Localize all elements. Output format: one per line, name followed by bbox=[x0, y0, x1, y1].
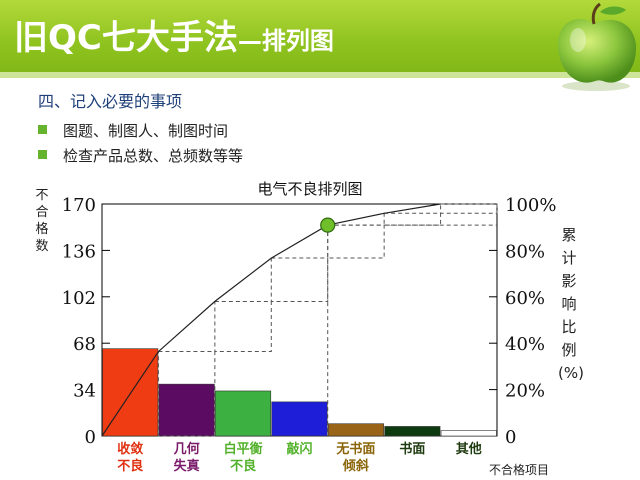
bullet-square-icon bbox=[38, 125, 47, 134]
category-label-line: 不良 bbox=[117, 458, 143, 474]
category-label-line: 倾斜 bbox=[342, 458, 369, 474]
right-tick-label: 0 bbox=[505, 427, 516, 448]
header-stripe bbox=[0, 72, 640, 78]
category-label-line: 无书面 bbox=[335, 441, 375, 457]
right-axis-label-char: 计 bbox=[561, 249, 576, 267]
category-label-line: 白平衡 bbox=[224, 441, 263, 457]
pareto-80-marker bbox=[320, 217, 336, 233]
left-axis-label-char: 不 bbox=[35, 188, 48, 203]
cumulative-steps bbox=[157, 203, 498, 437]
bullet-item: 图题、制图人、制图时间 bbox=[38, 120, 228, 141]
left-tick-label: 68 bbox=[73, 334, 96, 355]
right-tick-label: 80% bbox=[505, 241, 545, 262]
bullet-item: 检查产品总数、总频数等等 bbox=[38, 145, 243, 166]
left-axis-label-char: 格 bbox=[35, 221, 48, 237]
cumulative-step-box bbox=[270, 257, 329, 302]
section-heading: 四、记入必要的事项 bbox=[38, 92, 183, 111]
cumulative-line-group bbox=[101, 203, 497, 437]
chart-title: 电气不良排列图 bbox=[257, 180, 362, 198]
category-label: 书面 bbox=[399, 441, 425, 457]
bar bbox=[440, 430, 497, 437]
left-tick-label: 34 bbox=[73, 381, 96, 402]
left-tick-label: 0 bbox=[85, 427, 96, 448]
bar bbox=[384, 426, 441, 437]
header-banner: 旧QC七大手法—排列图 bbox=[0, 0, 640, 78]
category-label-line: 其他 bbox=[456, 441, 482, 457]
right-tick-labels: 100% 80% 60% 40% 20% 0 bbox=[505, 195, 556, 448]
right-axis-label-char: 影 bbox=[561, 272, 576, 290]
cumulative-step-box bbox=[157, 351, 216, 437]
category-label: 白平衡不良 bbox=[224, 441, 263, 474]
axis-ticks bbox=[102, 249, 497, 391]
bullet-square-icon bbox=[38, 150, 47, 159]
left-tick-label: 170 bbox=[62, 195, 96, 216]
category-label-line: 收敛 bbox=[117, 441, 143, 457]
right-tick-label: 40% bbox=[505, 334, 545, 355]
category-label: 敲闪 bbox=[286, 441, 312, 457]
bar bbox=[158, 383, 215, 437]
right-axis-label-char: 累 bbox=[561, 226, 576, 244]
right-tick-label: 60% bbox=[505, 288, 545, 309]
bar bbox=[327, 423, 384, 437]
bullet-text: 检查产品总数、总频数等等 bbox=[63, 147, 244, 165]
right-axis-label-char: 比 bbox=[561, 318, 576, 336]
left-tick-labels: 170 136 102 68 34 0 bbox=[62, 195, 96, 448]
right-tick-label: 20% bbox=[505, 381, 545, 402]
right-axis-label-char: 例 bbox=[561, 341, 576, 359]
cumulative-step-box bbox=[327, 224, 385, 259]
cumulative-step-box bbox=[383, 212, 442, 226]
cumulative-line bbox=[101, 203, 441, 437]
cumulative-step-box bbox=[440, 203, 498, 214]
x-axis-label: 不合格项目 bbox=[489, 462, 549, 477]
category-label: 收敛不良 bbox=[117, 441, 143, 474]
category-label: 几何失真 bbox=[174, 441, 200, 474]
category-label-line: 失真 bbox=[174, 458, 200, 474]
left-axis-label-char: 数 bbox=[35, 239, 48, 254]
page-title-sub: —排列图 bbox=[237, 27, 334, 55]
page-title-main: 旧QC七大手法 bbox=[14, 18, 238, 58]
bullet-text: 图题、制图人、制图时间 bbox=[63, 122, 229, 140]
left-axis-label-char: 合 bbox=[35, 205, 48, 220]
green-apple-icon bbox=[557, 2, 636, 91]
category-label: 其他 bbox=[456, 441, 482, 457]
left-tick-label: 136 bbox=[62, 241, 96, 262]
page-title: 旧QC七大手法—排列图 bbox=[14, 10, 334, 59]
cumulative-step-box bbox=[214, 300, 272, 353]
bar bbox=[215, 390, 272, 437]
right-tick-label: 100% bbox=[505, 195, 556, 216]
bars-group bbox=[102, 348, 497, 437]
category-label-line: 敲闪 bbox=[286, 441, 312, 457]
category-label-line: 书面 bbox=[399, 441, 425, 457]
category-label: 无书面倾斜 bbox=[335, 441, 375, 474]
category-label-line: 不良 bbox=[230, 458, 256, 474]
category-label-line: 几何 bbox=[174, 441, 200, 457]
right-axis-label-unit: (%) bbox=[558, 364, 584, 382]
left-tick-label: 102 bbox=[62, 288, 96, 309]
bar bbox=[271, 401, 328, 437]
right-axis-label-char: 响 bbox=[561, 295, 576, 313]
